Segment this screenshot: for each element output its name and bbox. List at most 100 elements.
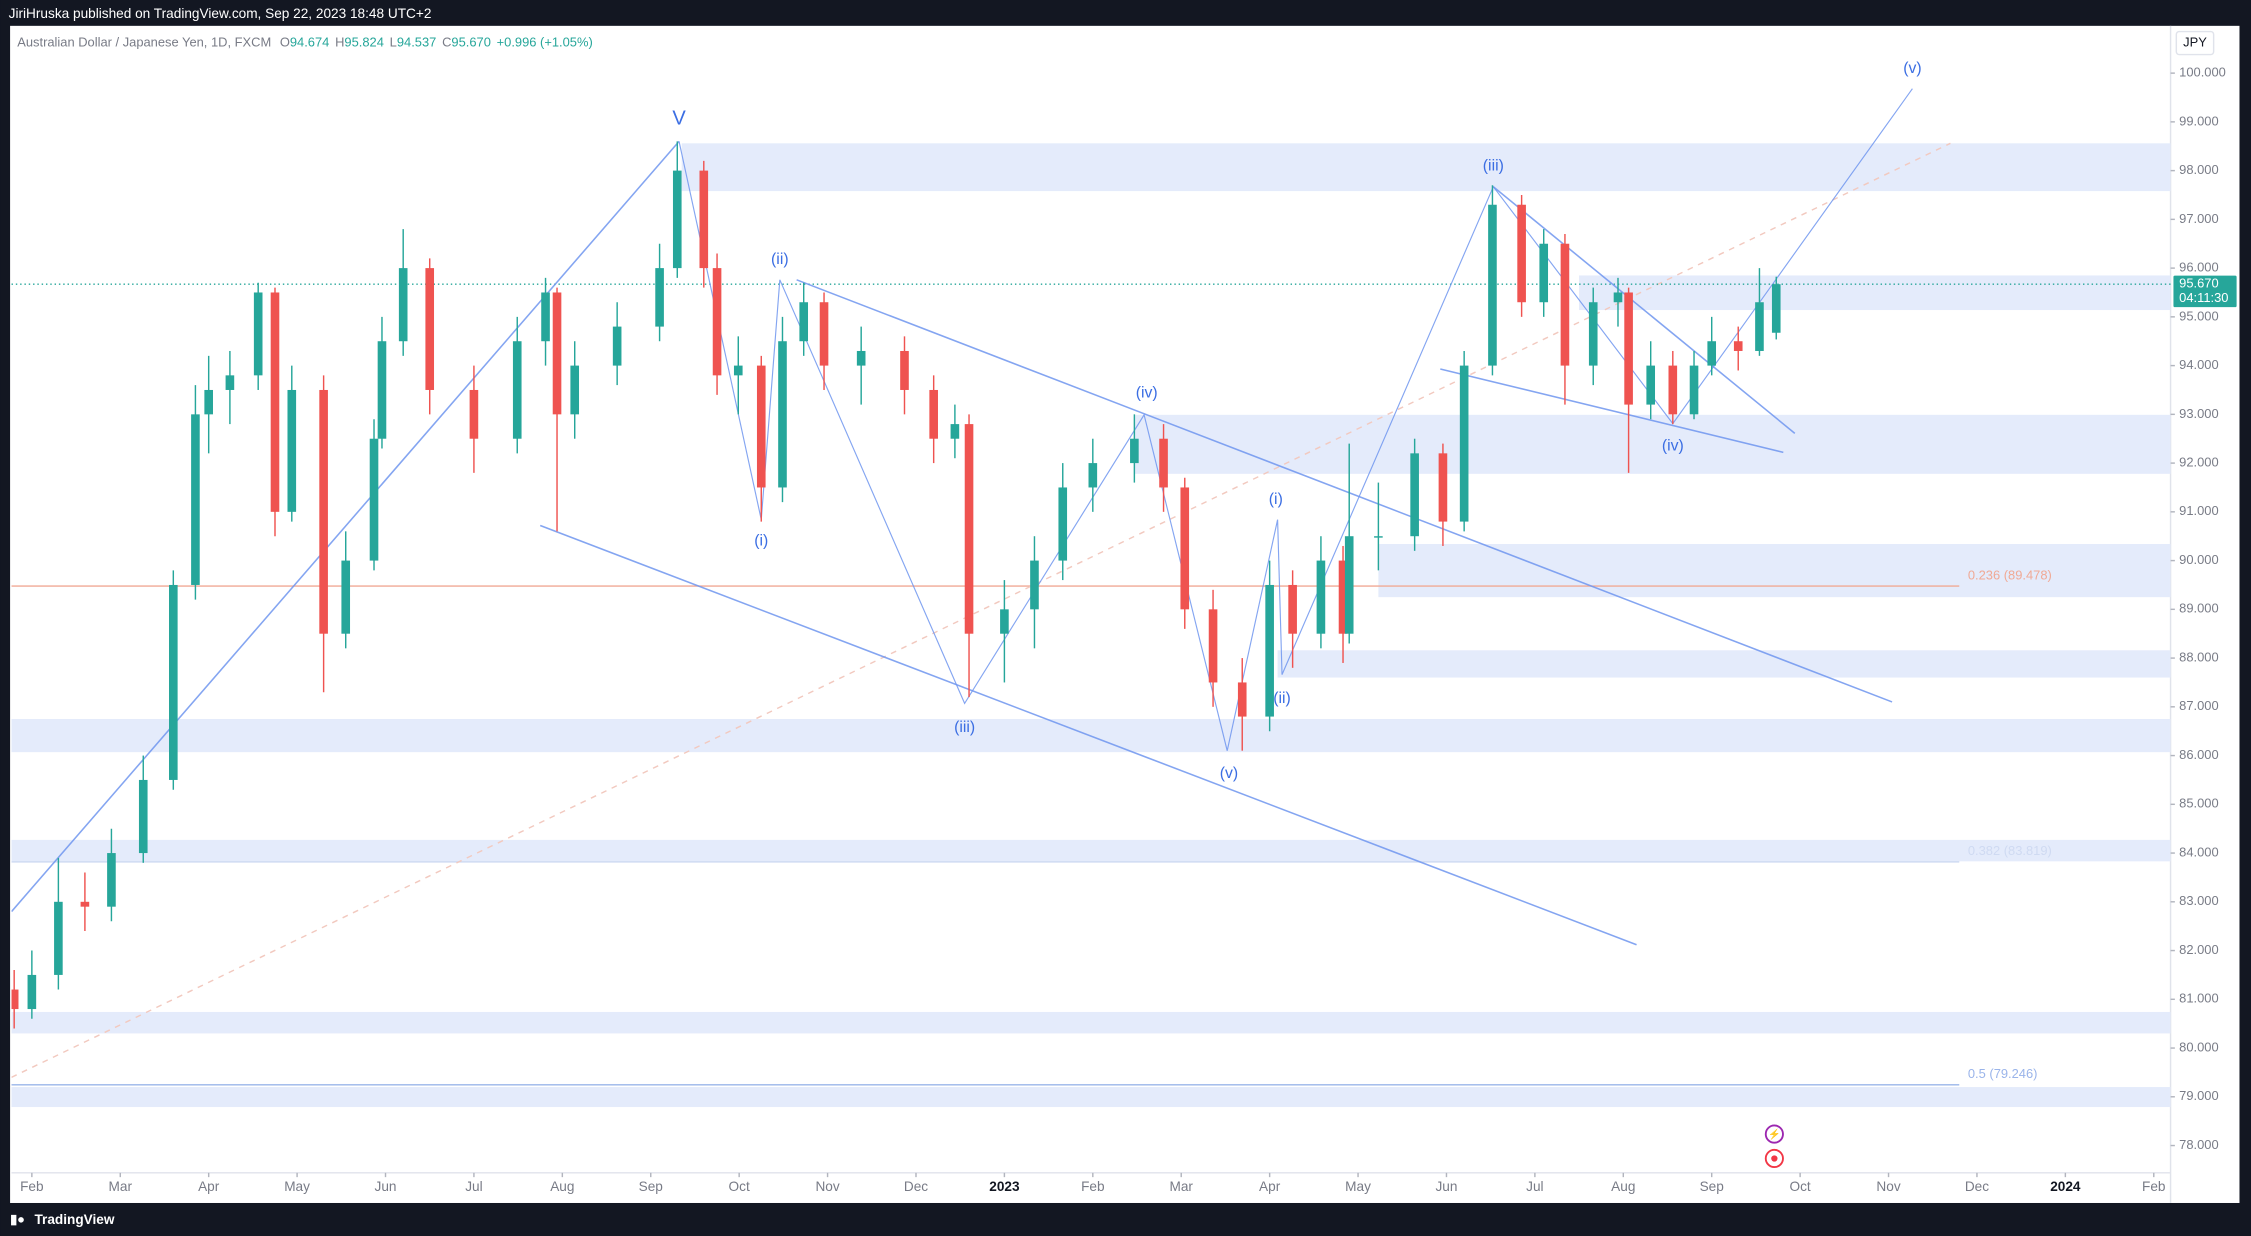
logo-mark: ▮● (10, 1212, 25, 1227)
wave-label: (iv) (1662, 438, 1684, 455)
fib-label: 0.5 (79.246) (1968, 1066, 2038, 1081)
candle-body (54, 901, 63, 975)
candle-body (225, 375, 235, 390)
candle-body (1265, 584, 1274, 717)
trend-line (678, 88, 1913, 751)
candle-body (672, 170, 682, 269)
x-tick-label: Jul (1526, 1179, 1543, 1194)
candle-body (856, 350, 866, 366)
x-tick-label: Oct (729, 1179, 750, 1194)
y-tick-label: 91.000 (2179, 503, 2218, 518)
y-tick-label: 84.000 (2179, 844, 2218, 859)
currency-box[interactable] (2175, 30, 2215, 56)
y-tick-label: 97.000 (2179, 211, 2218, 226)
x-tick-label: Jul (465, 1179, 482, 1194)
event-icon-glyph: ⚡ (1768, 1127, 1781, 1140)
wave-label: (iv) (1136, 385, 1158, 402)
y-tick-label: 88.000 (2179, 649, 2218, 664)
y-tick-label: 83.000 (2179, 893, 2218, 908)
x-tick-label: May (284, 1179, 310, 1194)
wave-label: (i) (754, 532, 768, 549)
countdown-label: 04:11:30 (2179, 290, 2228, 305)
candle-body (1237, 682, 1247, 717)
candle-body (799, 302, 809, 342)
x-tick-label: May (1345, 1179, 1371, 1194)
ohlc-key: O (280, 34, 290, 49)
y-tick-label: 85.000 (2179, 796, 2218, 811)
candle-body (756, 365, 766, 488)
candle-body (950, 424, 960, 439)
wave-label: V (672, 107, 686, 129)
x-tick-label: Nov (815, 1179, 839, 1194)
x-tick-label: Mar (109, 1179, 133, 1194)
candle-body (1180, 487, 1190, 610)
event-icon[interactable] (1764, 1124, 1784, 1144)
candle-body (1438, 453, 1448, 522)
x-tick-label: Sep (639, 1179, 663, 1194)
y-tick-label: 98.000 (2179, 162, 2218, 177)
candle-body (1539, 243, 1549, 303)
candle-body (612, 326, 622, 366)
x-tick-label: Oct (1790, 1179, 1811, 1194)
candle-body (1088, 463, 1098, 488)
candle-body (1208, 609, 1218, 683)
x-tick-label: Feb (1081, 1179, 1104, 1194)
trend-line (796, 279, 1893, 703)
ohlc-key: H (335, 34, 344, 49)
candle-body (398, 268, 408, 342)
candle-body (699, 170, 709, 269)
x-tick-label: 2024 (2050, 1179, 2081, 1194)
candle-body (169, 584, 178, 780)
candle-body (655, 268, 664, 327)
candle-body (425, 268, 435, 390)
zone (1378, 544, 2171, 598)
candle-body (552, 292, 562, 415)
candle-body (1624, 292, 1633, 405)
zone (11, 839, 2171, 862)
candle-body (1159, 438, 1168, 488)
candle-body (341, 560, 351, 634)
y-tick-label: 86.000 (2179, 747, 2218, 762)
candle-body (929, 389, 938, 439)
candle-body (1030, 560, 1039, 610)
dividend-icon[interactable] (1764, 1148, 1784, 1169)
candle-body (1130, 438, 1139, 464)
wave-label: (v) (1903, 60, 1921, 77)
x-tick-label: Jun (375, 1179, 397, 1194)
last-price-tag (2173, 275, 2237, 308)
zone (1579, 275, 2171, 311)
zone (11, 1011, 2171, 1034)
candle-body (964, 424, 974, 634)
candle-body (1707, 341, 1717, 366)
candle-body (80, 901, 90, 907)
candle-body (1488, 204, 1497, 366)
candle-body (1517, 204, 1526, 303)
trend-line (1440, 368, 1784, 454)
candle-body (512, 341, 522, 439)
ohlc-value: 94.537 (397, 34, 436, 49)
y-tick-label: 92.000 (2179, 454, 2218, 469)
y-tick-label: 78.000 (2179, 1137, 2218, 1152)
y-tick-label: 80.000 (2179, 1039, 2218, 1054)
x-tick-label: Aug (1611, 1179, 1635, 1194)
x-tick-label: 2023 (989, 1179, 1020, 1194)
x-tick-label: Apr (1259, 1179, 1281, 1194)
ohlc-value: 94.674 (290, 34, 329, 49)
dividend-icon-dot (1771, 1155, 1778, 1162)
y-tick-label: 87.000 (2179, 698, 2218, 713)
candle-body (469, 389, 479, 439)
candle-body (1560, 243, 1570, 366)
candle-body (1771, 284, 1781, 333)
candle-body (1000, 609, 1009, 634)
candle-body (1588, 302, 1598, 366)
candle-body (1613, 292, 1623, 303)
currency: JPY (2183, 34, 2207, 49)
x-tick-label: Nov (1876, 1179, 1900, 1194)
candle-body (733, 365, 743, 376)
candle-body (1668, 365, 1678, 415)
candle-body (712, 268, 722, 376)
y-tick-label: 100.000 (2179, 65, 2226, 80)
candle-body (1344, 536, 1354, 634)
candle-body (1410, 453, 1419, 537)
